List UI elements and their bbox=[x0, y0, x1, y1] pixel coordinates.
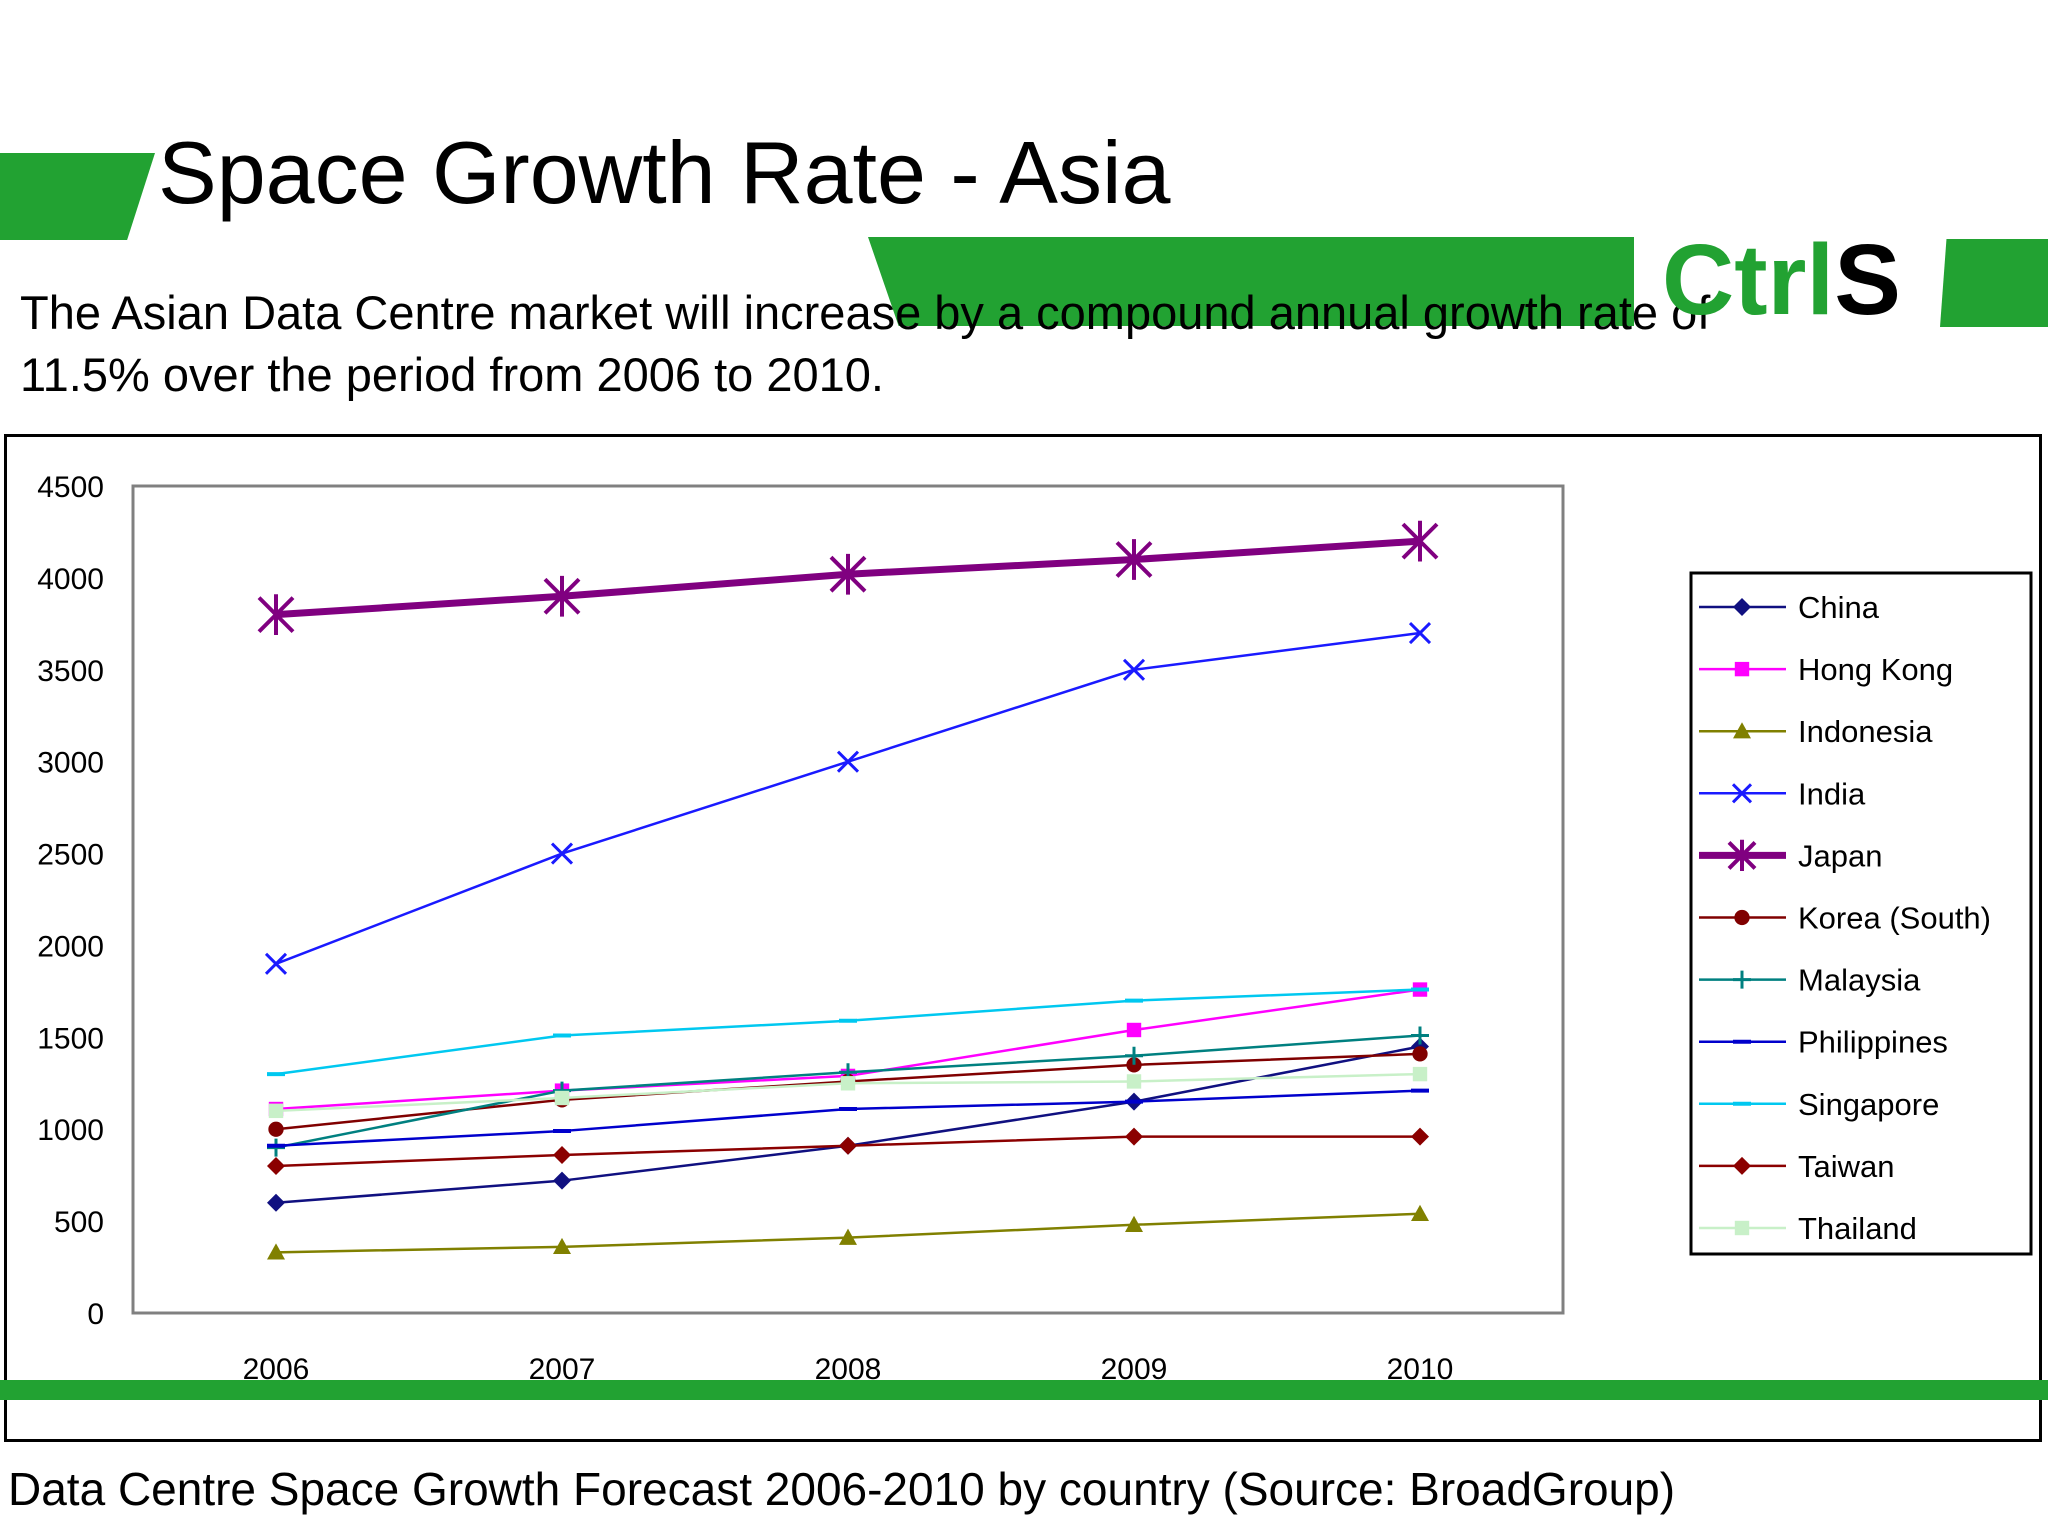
title-accent-bar-left bbox=[0, 153, 155, 240]
legend-entry: Korea (South) bbox=[1699, 901, 1991, 936]
legend-entry: Thailand bbox=[1699, 1211, 1917, 1246]
data-point bbox=[1115, 539, 1153, 580]
data-point bbox=[839, 1136, 857, 1155]
slide-title: Space Growth Rate - Asia bbox=[158, 123, 1171, 222]
y-tick-label: 2000 bbox=[37, 930, 104, 963]
legend-entry: India bbox=[1699, 776, 1866, 811]
data-point bbox=[268, 1121, 284, 1137]
data-point bbox=[267, 1193, 285, 1212]
legend-label: Korea (South) bbox=[1798, 901, 1991, 936]
data-point bbox=[1412, 1066, 1428, 1082]
data-point bbox=[1411, 1127, 1429, 1146]
legend-label: Taiwan bbox=[1798, 1149, 1895, 1184]
data-point bbox=[1733, 1156, 1751, 1175]
data-point bbox=[839, 1228, 857, 1245]
data-point bbox=[1727, 839, 1757, 871]
legend-entry: Japan bbox=[1699, 838, 1882, 873]
series-singapore bbox=[267, 987, 1429, 1077]
data-point bbox=[1126, 1057, 1142, 1073]
data-point bbox=[1733, 722, 1751, 739]
data-point bbox=[554, 1090, 570, 1106]
legend-label: Philippines bbox=[1798, 1025, 1948, 1060]
series-thailand bbox=[268, 1066, 1428, 1119]
data-point bbox=[1122, 658, 1146, 681]
legend-entry: Philippines bbox=[1699, 1025, 1948, 1060]
legend-label: Malaysia bbox=[1798, 963, 1921, 998]
data-point bbox=[264, 952, 288, 975]
data-point bbox=[267, 1243, 285, 1260]
data-point bbox=[1125, 1046, 1143, 1065]
legend-label: Indonesia bbox=[1798, 714, 1933, 749]
data-point bbox=[1126, 1074, 1142, 1089]
data-point bbox=[1125, 1127, 1143, 1146]
data-point bbox=[553, 1145, 571, 1164]
y-tick-label: 4500 bbox=[37, 471, 104, 504]
series-philippines bbox=[267, 1088, 1429, 1148]
legend-label: China bbox=[1798, 590, 1880, 625]
header-accent-bar-center bbox=[868, 237, 1634, 326]
data-point bbox=[836, 750, 860, 773]
data-point bbox=[829, 553, 867, 595]
data-point bbox=[1734, 1220, 1750, 1236]
y-tick-label: 4000 bbox=[37, 563, 104, 596]
bottom-accent-bar bbox=[0, 1380, 2048, 1400]
logo-ctrl-text: Ctrl bbox=[1662, 224, 1835, 336]
data-point bbox=[1126, 1022, 1142, 1038]
y-tick-label: 3500 bbox=[37, 655, 104, 688]
y-tick-label: 500 bbox=[54, 1206, 104, 1239]
data-point bbox=[840, 1076, 856, 1091]
legend-entry: China bbox=[1699, 590, 1880, 625]
y-tick-label: 0 bbox=[87, 1298, 104, 1331]
y-tick-label: 1000 bbox=[37, 1114, 104, 1147]
series-indonesia bbox=[267, 1204, 1429, 1260]
data-point bbox=[1401, 520, 1439, 562]
data-point bbox=[1734, 661, 1750, 677]
plot-area bbox=[131, 484, 1565, 1315]
data-point bbox=[1411, 1026, 1429, 1045]
legend-label: Hong Kong bbox=[1798, 652, 1953, 687]
legend-label: India bbox=[1798, 776, 1866, 811]
data-point bbox=[1125, 1215, 1143, 1232]
data-point bbox=[1733, 970, 1751, 989]
data-point bbox=[1412, 1046, 1428, 1062]
y-tick-label: 3000 bbox=[37, 747, 104, 780]
ctrls-logo: CtrlS bbox=[1662, 230, 1901, 330]
data-point bbox=[1411, 1204, 1429, 1221]
series-taiwan bbox=[267, 1127, 1429, 1175]
legend-entry: Hong Kong bbox=[1699, 652, 1953, 687]
data-point bbox=[543, 575, 581, 617]
legend-entry: Indonesia bbox=[1699, 714, 1933, 749]
legend-label: Japan bbox=[1798, 838, 1882, 873]
data-point bbox=[268, 1103, 284, 1119]
chart-caption: Data Centre Space Growth Forecast 2006-2… bbox=[8, 1463, 1676, 1515]
data-point bbox=[1734, 909, 1750, 926]
data-point bbox=[257, 594, 295, 636]
data-point bbox=[553, 1237, 571, 1255]
legend-entry: Taiwan bbox=[1699, 1149, 1895, 1184]
chart-frame bbox=[4, 434, 2042, 1442]
legend-entry: Malaysia bbox=[1699, 963, 1921, 998]
y-tick-label: 1500 bbox=[37, 1022, 104, 1055]
series-japan bbox=[257, 520, 1439, 636]
legend-entry: Singapore bbox=[1699, 1087, 1939, 1122]
subtitle-text: The Asian Data Centre market will increa… bbox=[20, 286, 1711, 401]
y-tick-label: 2500 bbox=[37, 839, 104, 872]
data-point bbox=[1731, 783, 1753, 804]
legend-label: Thailand bbox=[1798, 1211, 1917, 1246]
header-accent-bar-right bbox=[1940, 239, 2048, 327]
legend-label: Singapore bbox=[1798, 1087, 1939, 1122]
data-point bbox=[1408, 621, 1432, 645]
data-point bbox=[267, 1156, 285, 1175]
data-point bbox=[550, 842, 574, 865]
series-india bbox=[264, 621, 1432, 975]
data-point bbox=[1733, 598, 1751, 616]
logo-s-text: S bbox=[1834, 224, 1901, 336]
data-point bbox=[553, 1171, 571, 1190]
